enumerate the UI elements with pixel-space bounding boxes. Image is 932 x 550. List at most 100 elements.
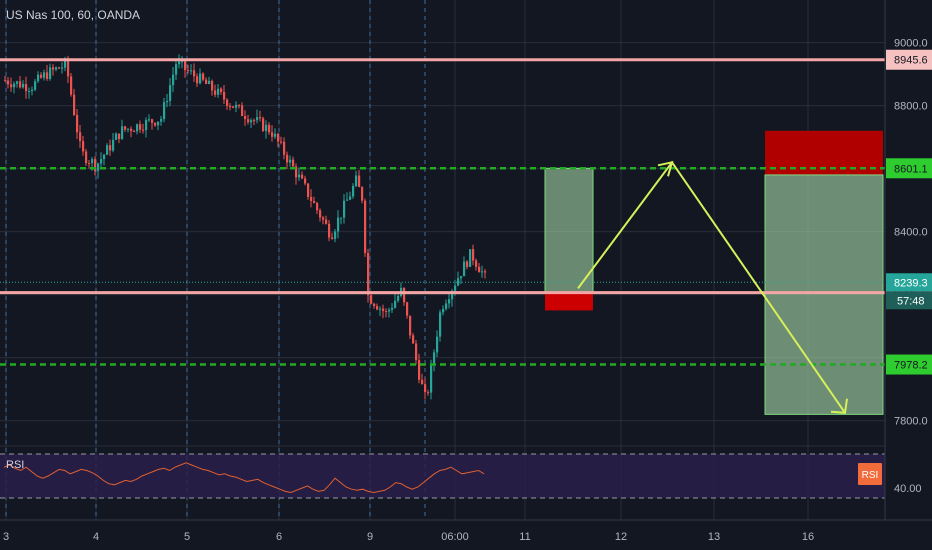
candle-body <box>85 151 88 164</box>
time-tick-label: 13 <box>708 531 720 543</box>
candle-body <box>175 64 178 75</box>
candle-body <box>46 72 49 79</box>
rsi-band <box>0 454 885 498</box>
candle-body <box>118 133 121 139</box>
long-position-stop-zone[interactable] <box>545 292 593 311</box>
candle-body <box>214 90 217 95</box>
candle-body <box>445 303 448 309</box>
candle-body <box>88 163 91 165</box>
candle-body <box>145 119 148 131</box>
chart-title: US Nas 100, 60, OANDA <box>6 8 141 22</box>
candle-body <box>316 202 319 211</box>
price-axis[interactable]: 9000.0 8800.0 8400.0 7800.0 40.00 8945.6 8601.… <box>884 0 932 520</box>
candle-body <box>28 91 31 93</box>
candle-body <box>349 196 352 200</box>
candle-body <box>379 308 382 310</box>
candle-body <box>208 80 211 84</box>
candle-body <box>484 271 487 273</box>
candle-body <box>52 67 55 70</box>
horizontal-levels[interactable] <box>0 58 885 366</box>
candle-body <box>403 287 406 303</box>
time-axis[interactable]: 3 4 5 6 9 06:00 11 12 13 16 <box>0 519 932 543</box>
projection-arrows[interactable] <box>577 160 848 414</box>
rsi-line <box>3 462 485 494</box>
candle-body <box>409 315 412 336</box>
candle-body <box>304 178 307 184</box>
candle-body <box>325 219 328 224</box>
candle-body <box>337 217 340 232</box>
candle-body <box>280 141 283 143</box>
level-badge-resistance-upper[interactable] <box>886 49 932 70</box>
candle-body <box>148 119 151 121</box>
candle-body <box>301 174 304 179</box>
candle-body <box>451 290 454 300</box>
candle-body <box>397 295 400 301</box>
candle-body <box>334 231 337 239</box>
candle-body <box>115 133 118 140</box>
candle-body <box>124 126 127 130</box>
current-price-badge[interactable] <box>886 273 932 292</box>
time-tick-label: 4 <box>93 531 99 543</box>
candle-body <box>130 128 133 132</box>
candle-body <box>352 186 355 197</box>
short-position-target-zone[interactable] <box>764 174 884 415</box>
time-tick-label: 6 <box>276 531 282 543</box>
candle-body <box>220 88 223 93</box>
candle-body <box>322 217 325 220</box>
candle-body <box>223 92 226 100</box>
candle-body <box>472 249 475 261</box>
candle-body <box>91 159 94 164</box>
candle-body <box>133 131 136 133</box>
long-position-target-zone[interactable] <box>544 167 594 294</box>
level-badge-text: 7978.2 <box>894 360 928 372</box>
candle-body <box>319 210 322 218</box>
rsi-label: RSI <box>6 459 25 471</box>
candle-body <box>424 384 427 393</box>
level-badge-target-upper[interactable] <box>886 158 932 179</box>
candle-body <box>256 117 259 121</box>
candle-body <box>262 118 265 131</box>
candle-body <box>391 307 394 310</box>
candle-body <box>286 154 289 163</box>
time-tick-label: 16 <box>802 531 814 543</box>
candle-body <box>187 70 190 72</box>
arrow-head-up <box>657 160 674 177</box>
candle-body <box>343 200 346 218</box>
candle-body <box>166 100 169 103</box>
candle-body <box>64 59 67 68</box>
candle-body <box>418 360 421 380</box>
candle-body <box>442 308 445 313</box>
time-tick-label: 3 <box>3 531 9 543</box>
candle-body <box>67 59 70 77</box>
candle-body <box>355 175 358 187</box>
candle-body <box>307 183 310 197</box>
candle-body <box>16 81 19 84</box>
candle-body <box>232 106 235 108</box>
rsi-badge[interactable] <box>858 463 882 485</box>
candle-body <box>238 104 241 106</box>
candle-body <box>373 303 376 307</box>
price-tick-label: 7800.0 <box>894 416 928 428</box>
candle-body <box>259 117 262 119</box>
candle-body <box>385 311 388 313</box>
candle-body <box>31 89 34 92</box>
candle-body <box>25 84 28 92</box>
candle-body <box>112 139 115 151</box>
price-tick-label: 8400.0 <box>894 227 928 239</box>
candlestick-series <box>4 54 487 400</box>
candle-body <box>463 261 466 277</box>
candle-body <box>13 83 16 88</box>
candle-body <box>205 79 208 84</box>
level-badge-text: 8945.6 <box>894 55 928 67</box>
candle-body <box>289 159 292 163</box>
price-tick-label: 8800.0 <box>894 101 928 113</box>
candle-body <box>439 312 442 337</box>
level-badge-target-lower[interactable] <box>886 354 932 375</box>
candle-body <box>82 141 85 152</box>
countdown-text: 57:48 <box>897 295 925 307</box>
candle-body <box>244 116 247 120</box>
time-tick-label: 12 <box>615 531 627 543</box>
candle-body <box>19 81 22 88</box>
candle-body <box>22 84 25 88</box>
